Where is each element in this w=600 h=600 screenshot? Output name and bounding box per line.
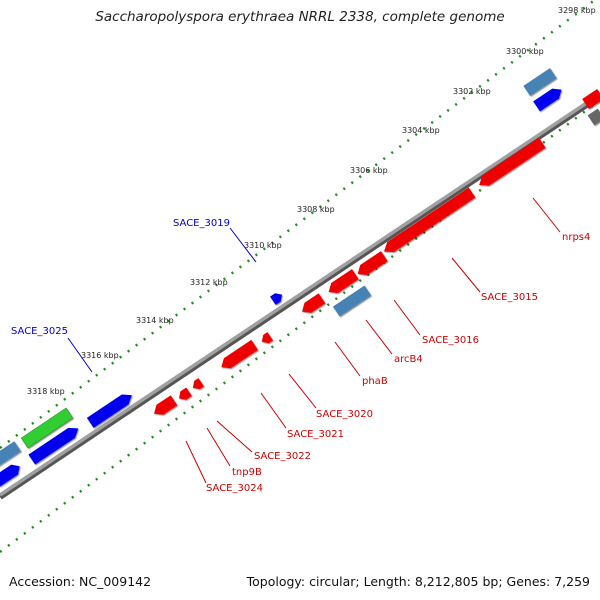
- gene-label-sace3024[interactable]: SACE_3024: [206, 483, 263, 494]
- feature-sace3016b[interactable]: [325, 269, 359, 297]
- feature-pseudo-top-edge[interactable]: [587, 108, 600, 126]
- feature-forward-inner-top[interactable]: [533, 85, 565, 112]
- connector-tnp9b: [206, 427, 231, 467]
- feature-arcb4[interactable]: [332, 285, 372, 317]
- gene-label-sace3022[interactable]: SACE_3022: [254, 451, 311, 462]
- feature-sace3016[interactable]: [354, 251, 388, 279]
- ruler-label: 3302 kbp: [453, 87, 491, 96]
- gene-label-nrps4[interactable]: nrps4: [562, 232, 590, 243]
- gene-label-phab[interactable]: phaB: [362, 376, 388, 387]
- ruler-label: 3316 kbp: [81, 351, 119, 360]
- gene-features: [0, 68, 600, 487]
- feature-sace3022[interactable]: [190, 378, 204, 392]
- ruler-label: 3306 kbp: [350, 166, 388, 175]
- feature-forward-inner-1[interactable]: [28, 423, 81, 465]
- ruler-label: 3310 kbp: [244, 241, 282, 250]
- connector-nrps4: [532, 197, 561, 233]
- accession-text: Accession: NC_009142: [9, 574, 152, 589]
- ruler-label: 3300 kbp: [506, 47, 544, 56]
- map-title: Saccharopolyspora erythraea NRRL 2338, c…: [95, 9, 505, 25]
- connector-sace3022: [216, 420, 253, 453]
- feature-sace3019-cds[interactable]: [270, 291, 285, 305]
- connector-arcb4: [365, 319, 393, 355]
- connector-sace3019: [229, 227, 257, 263]
- gene-labels: SACE_3019 SACE_3025 nrps4 SACE_3015 SACE…: [11, 218, 590, 494]
- feature-red-top-edge[interactable]: [582, 89, 600, 109]
- ruler-label: 3298 kbp: [558, 6, 596, 15]
- ruler-label: 3312 kbp: [190, 278, 228, 287]
- connector-phab: [334, 341, 361, 377]
- feature-forward-inner-left[interactable]: [0, 461, 23, 487]
- feature-left-edge-rna[interactable]: [0, 441, 21, 467]
- ruler-label: 3314 kbp: [136, 316, 174, 325]
- feature-nrps4[interactable]: [476, 137, 546, 190]
- feature-sace3025-cds[interactable]: [86, 390, 135, 428]
- connector-sace3025: [67, 337, 93, 373]
- ruler-labels: 3298 kbp 3300 kbp 3302 kbp 3304 kbp 3306…: [27, 6, 596, 396]
- feature-sace3025-other[interactable]: [20, 407, 74, 449]
- outer-tick-ring: [0, 0, 597, 449]
- feature-tnp9b[interactable]: [176, 387, 192, 403]
- topology-text: Topology: circular; Length: 8,212,805 bp…: [246, 574, 590, 589]
- gene-label-arcb4[interactable]: arcB4: [394, 354, 423, 365]
- feature-sace3015[interactable]: [381, 187, 476, 257]
- feature-sace3021[interactable]: [218, 339, 258, 372]
- feature-phab[interactable]: [299, 293, 326, 316]
- gene-label-sace3015[interactable]: SACE_3015: [481, 292, 538, 303]
- gene-label-tnp9b[interactable]: tnp9B: [232, 467, 262, 478]
- connector-sace3024: [185, 440, 207, 484]
- ruler-label: 3304 kbp: [402, 126, 440, 135]
- feature-sace3020[interactable]: [259, 332, 273, 346]
- feature-rna-top[interactable]: [523, 68, 557, 96]
- gene-label-sace3019[interactable]: SACE_3019: [173, 218, 230, 229]
- backbone: [0, 92, 600, 497]
- ruler-label: 3318 kbp: [27, 387, 65, 396]
- connector-sace3020: [288, 373, 317, 409]
- connector-sace3015: [451, 257, 481, 293]
- label-connectors: [67, 197, 561, 484]
- gene-label-sace3025[interactable]: SACE_3025: [11, 326, 68, 337]
- feature-sace3024[interactable]: [151, 395, 178, 418]
- connector-sace3021: [260, 392, 287, 429]
- connector-sace3016: [393, 299, 421, 336]
- gene-label-sace3016[interactable]: SACE_3016: [422, 335, 479, 346]
- gene-label-sace3021[interactable]: SACE_3021: [287, 429, 344, 440]
- ruler-label: 3308 kbp: [297, 205, 335, 214]
- gene-label-sace3020[interactable]: SACE_3020: [316, 409, 373, 420]
